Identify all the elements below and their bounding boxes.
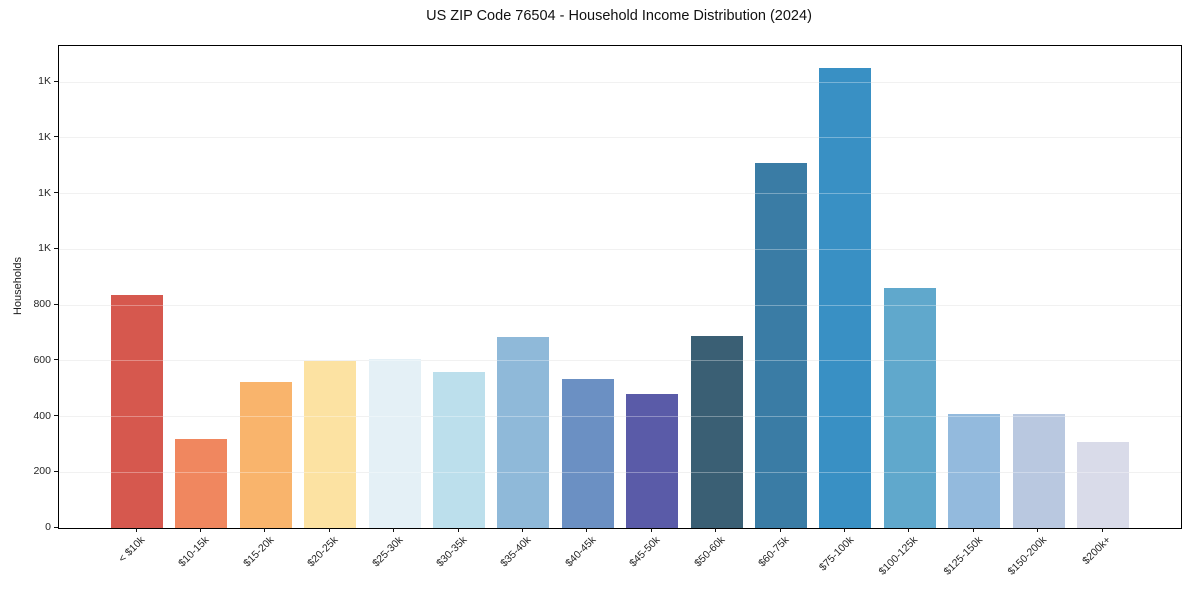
bar-$25-30k: [368, 359, 421, 528]
plot-area: [58, 45, 1182, 529]
x-tick-label: $125-150k: [941, 534, 985, 578]
y-tick-label: 600: [33, 353, 51, 366]
gridline: [59, 304, 1181, 306]
gridline: [59, 193, 1181, 195]
bar-$200k+: [1077, 441, 1129, 528]
bar-$40-45k: [561, 378, 614, 528]
bar-$100-125k: [883, 288, 936, 528]
gridline-overlay: [59, 137, 1181, 139]
gridline: [59, 248, 1181, 250]
x-tick-label: $30-35k: [434, 534, 470, 570]
y-tick-label: 1K: [38, 186, 51, 199]
x-tick-label: $40-45k: [562, 534, 599, 570]
x-tick-label: $15-20k: [240, 534, 277, 570]
gridline: [59, 81, 1181, 83]
chart-title: US ZIP Code 76504 - Household Income Dis…: [426, 8, 812, 24]
bar-$60-75k: [755, 163, 807, 528]
gridline: [59, 416, 1181, 418]
bar-$150-200k: [1012, 413, 1065, 528]
x-tick-label: $200k+: [1080, 534, 1114, 568]
gridline: [59, 137, 1181, 139]
bar-$35-40k: [497, 337, 550, 528]
gridline: [59, 360, 1181, 362]
gridline-overlay: [59, 416, 1181, 418]
gridline-overlay: [59, 193, 1181, 195]
gridline: [59, 471, 1181, 473]
x-tick-label: $10-15k: [176, 534, 212, 570]
x-tick-label: $45-50k: [627, 534, 663, 570]
x-tick-label: $20-25k: [305, 534, 341, 570]
bar-< $10k: [111, 295, 163, 528]
y-tick-label: 200: [33, 465, 51, 478]
bar-$30-35k: [433, 371, 485, 528]
bar-$20-25k: [304, 360, 357, 528]
bar-$45-50k: [626, 394, 679, 528]
x-tick-label: $25-30k: [369, 534, 406, 570]
x-tick-label: < $10k: [116, 534, 148, 565]
y-tick-label: 400: [33, 409, 51, 422]
gridline-overlay: [59, 81, 1181, 83]
y-tick-label: 0: [45, 521, 51, 533]
x-tick-label: $100-125k: [876, 534, 921, 578]
x-tick-label: $60-75k: [756, 534, 792, 570]
bar-$75-100k: [819, 68, 872, 528]
x-tick-label: $35-40k: [498, 534, 534, 570]
bar-$50-60k: [690, 335, 743, 528]
gridline-overlay: [59, 360, 1181, 362]
x-tick-label: $75-100k: [816, 534, 856, 574]
gridline-overlay: [59, 304, 1181, 306]
y-tick-label: 1K: [38, 75, 51, 88]
bar-$10-15k: [175, 438, 228, 528]
bar-$125-150k: [948, 413, 1001, 528]
y-axis-label: Households: [12, 256, 24, 316]
gridline-overlay: [59, 471, 1181, 473]
y-tick-label: 1K: [38, 130, 51, 143]
x-tick-label: $50-60k: [691, 534, 728, 570]
bar-$15-20k: [239, 381, 292, 528]
gridline-overlay: [59, 248, 1181, 250]
x-tick-label: $150-200k: [1005, 534, 1050, 578]
